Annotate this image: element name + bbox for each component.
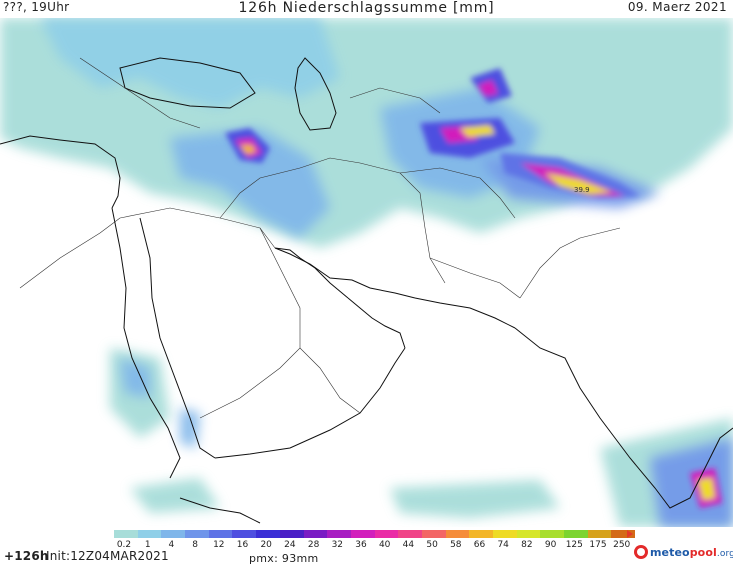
- scale-level-label: 44: [402, 540, 415, 550]
- scale-cell: [208, 530, 233, 538]
- scale-cell: [327, 530, 351, 538]
- scale-cell: [350, 530, 375, 538]
- scale-level-label: 24: [284, 540, 296, 550]
- coastlines: [0, 57, 733, 524]
- scale-level-label: 175: [589, 540, 607, 550]
- lead-time: +126h: [4, 549, 49, 563]
- scale-level-label: 82: [521, 540, 533, 550]
- scale-cell: [279, 530, 304, 538]
- scale-cell: [374, 530, 399, 538]
- scale-level-label: 74: [497, 540, 509, 550]
- scale-cell: [516, 530, 541, 538]
- scale-cell: [232, 530, 257, 538]
- max-precip-label: pmx: 93mm: [249, 552, 319, 565]
- contour-label: 39.9: [574, 186, 590, 194]
- scale-cell: [421, 530, 446, 538]
- scale-cell: [185, 530, 209, 538]
- scale-level-label: 66: [473, 540, 486, 550]
- scale-level-label: 4: [168, 540, 175, 550]
- footer-bar: 0.2 1 4 8 12 16 20 24 28 32 36 40 44 50 58 66 74 82 90 125 1…: [0, 527, 733, 566]
- scale-level-label: 250: [613, 540, 631, 550]
- scale-level-label: 20: [260, 540, 272, 550]
- meteopool-logo[interactable]: meteopool.org: [634, 545, 733, 559]
- precip-field-light: [0, 18, 733, 527]
- scale-level-label: 58: [450, 540, 462, 550]
- scale-level-label: 28: [307, 540, 320, 550]
- meteopool-brand-text: meteopool.org: [650, 545, 733, 559]
- scale-cell: [256, 530, 280, 538]
- scale-cell: [493, 530, 517, 538]
- scale-cell: [611, 530, 636, 538]
- valid-time-label: ???, 19Uhr: [3, 0, 70, 14]
- scale-arrow-icon: [627, 530, 633, 538]
- scale-cell: [469, 530, 493, 538]
- scale-level-label: 32: [331, 540, 344, 550]
- map-canvas: 39.9: [0, 18, 733, 527]
- scale-level-label: 12: [213, 540, 225, 550]
- map-title: 126h Niederschlagssumme [mm]: [238, 0, 495, 16]
- valid-date: 09. Maerz 2021: [627, 0, 727, 14]
- scale-level-label: 125: [565, 540, 583, 550]
- scale-level-label: 40: [378, 540, 391, 550]
- scale-cell: [540, 530, 565, 538]
- scale-cell: [445, 530, 470, 538]
- scale-level-label: 36: [355, 540, 367, 550]
- country-borders: [19, 57, 621, 419]
- meteopool-logo-icon: [634, 545, 648, 559]
- scale-level-label: 8: [192, 540, 198, 550]
- header-bar: ???, 19Uhr 126h Niederschlagssumme [mm] …: [0, 0, 733, 18]
- scale-cell: [587, 530, 612, 538]
- scale-cell: [564, 530, 588, 538]
- scale-cell: [303, 530, 328, 538]
- scale-level-label: 1: [144, 540, 151, 550]
- precip-field-heavy: [225, 68, 722, 508]
- precipitation-map[interactable]: 39.9: [0, 18, 733, 527]
- scale-level-label: 0.2: [116, 540, 132, 550]
- precip-scale-labels: 0.2 1 4 8 12 16 20 24 28 32 36 40 44 50 58 66 74 82 90 125 1…: [114, 540, 634, 552]
- scale-level-label: 16: [236, 540, 249, 550]
- precip-color-scale: [114, 530, 636, 538]
- scale-cell: [398, 530, 422, 538]
- init-time: Init:12Z04MAR2021: [46, 549, 169, 563]
- scale-level-label: 90: [544, 540, 557, 550]
- scale-cell: [114, 530, 138, 538]
- scale-cell: [161, 530, 186, 538]
- scale-level-label: 50: [426, 540, 438, 550]
- scale-cell: [137, 530, 162, 538]
